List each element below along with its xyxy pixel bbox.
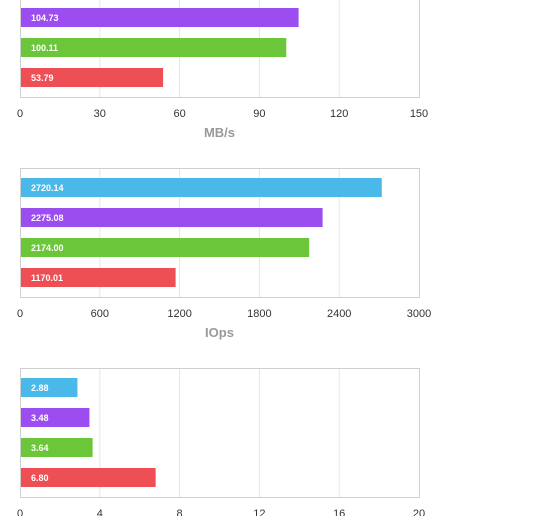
x-tick-label: 0 bbox=[17, 308, 23, 320]
bar bbox=[20, 68, 164, 87]
bar bbox=[20, 208, 323, 227]
bar-value-label: 104.73 bbox=[31, 13, 59, 23]
chart-panel-1: 104.73 100.11 53.79 0 30 60 90 120 150 MB/s bbox=[17, 0, 428, 140]
x-tick-label: 3000 bbox=[407, 308, 431, 320]
x-axis-title: IOps bbox=[205, 325, 234, 340]
x-tick-label: 600 bbox=[91, 308, 109, 320]
x-tick-label: 120 bbox=[330, 108, 348, 120]
bar-value-label: 6.80 bbox=[31, 473, 49, 483]
bar-value-label: 2275.08 bbox=[31, 213, 64, 223]
bar-value-label: 2174.00 bbox=[31, 243, 64, 253]
bar bbox=[20, 38, 287, 57]
bar bbox=[20, 468, 156, 487]
x-tick-label: 1200 bbox=[167, 308, 191, 320]
bar-value-label: 53.79 bbox=[31, 73, 54, 83]
x-tick-label: 1800 bbox=[247, 308, 271, 320]
bar-value-label: 1170.01 bbox=[31, 273, 63, 283]
chart-panel-2: 2720.14 2275.08 2174.00 1170.01 0 600 1200 1800… bbox=[17, 168, 431, 340]
x-tick-label: 150 bbox=[410, 108, 428, 120]
plot-frame bbox=[20, 168, 420, 298]
x-tick-label: 8 bbox=[177, 508, 183, 516]
chart-panel-3: 2.88 3.48 3.64 6.80 0 4 8 12 16 20 bbox=[17, 368, 425, 520]
x-tick-label: 12 bbox=[253, 508, 265, 516]
bar-value-label: 2720.14 bbox=[31, 183, 64, 193]
plot-frame bbox=[20, 0, 420, 98]
bar-value-label: 100.11 bbox=[31, 43, 58, 53]
bar bbox=[20, 8, 299, 27]
bar bbox=[20, 438, 93, 457]
bar bbox=[20, 268, 176, 287]
plot-frame bbox=[20, 368, 420, 498]
x-tick-label: 30 bbox=[94, 108, 106, 120]
x-axis-title: MB/s bbox=[204, 125, 235, 140]
bar bbox=[20, 238, 310, 257]
x-tick-label: 0 bbox=[17, 108, 23, 120]
x-tick-label: 60 bbox=[173, 108, 185, 120]
x-tick-label: 20 bbox=[413, 508, 425, 516]
x-tick-label: 16 bbox=[333, 508, 345, 516]
bar bbox=[20, 178, 382, 197]
bar-value-label: 3.48 bbox=[31, 413, 49, 423]
x-tick-label: 2400 bbox=[327, 308, 351, 320]
x-tick-label: 4 bbox=[97, 508, 103, 516]
bar bbox=[20, 408, 90, 427]
x-tick-label: 90 bbox=[253, 108, 265, 120]
bar-value-label: 2.88 bbox=[31, 383, 49, 393]
bar bbox=[20, 378, 78, 397]
x-tick-label: 0 bbox=[17, 508, 23, 516]
bar-value-label: 3.64 bbox=[31, 443, 49, 453]
